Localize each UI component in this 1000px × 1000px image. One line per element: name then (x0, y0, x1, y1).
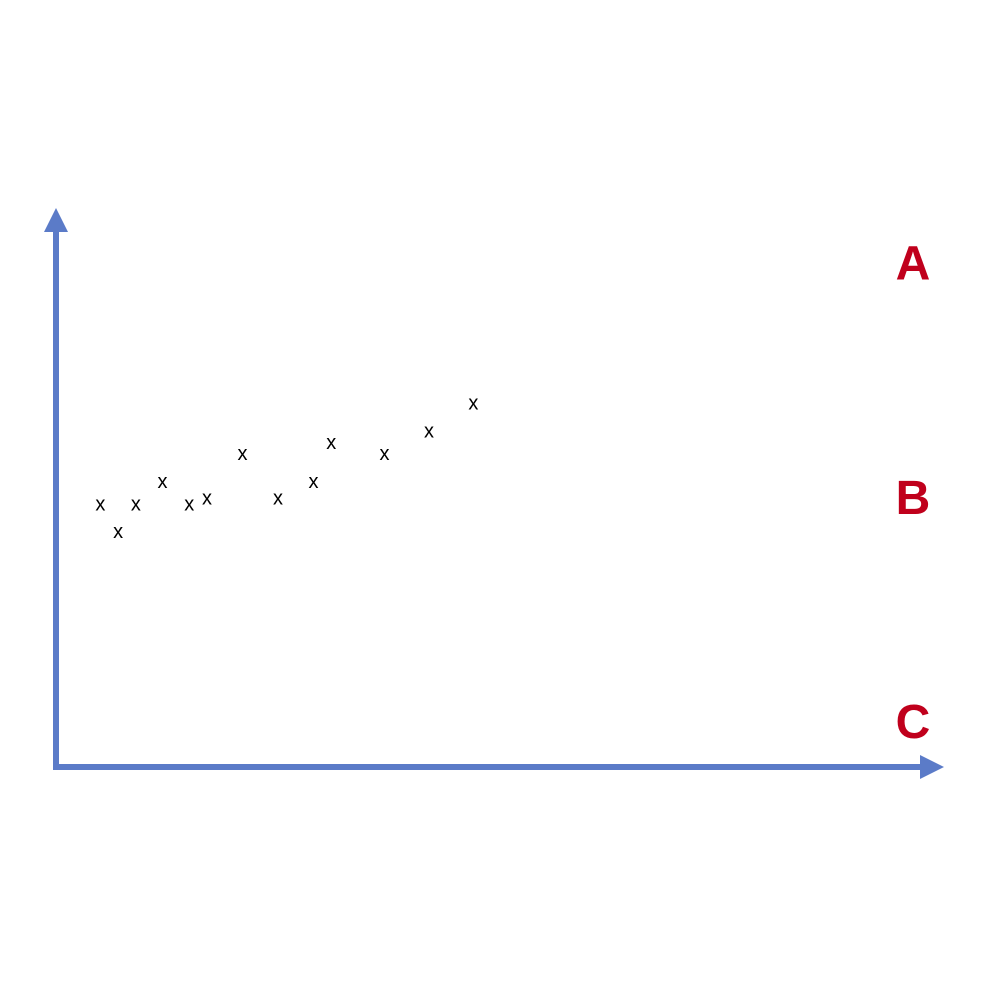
y-axis-arrowhead (44, 208, 68, 232)
region-label-b: B (896, 472, 931, 525)
data-point-8: x (273, 488, 283, 510)
data-point-1: x (95, 493, 105, 515)
x-axis-arrowhead (920, 755, 944, 779)
region-labels: A B C (896, 237, 931, 748)
data-point-2: x (113, 521, 123, 543)
region-label-c: C (896, 696, 931, 749)
data-point-7: x (237, 443, 247, 465)
data-point-13: x (468, 393, 478, 415)
region-label-a: A (896, 237, 931, 290)
axes (44, 208, 944, 779)
data-point-4: x (158, 471, 168, 493)
data-point-3: x (131, 493, 141, 515)
data-point-12: x (424, 421, 434, 443)
data-point-9: x (309, 471, 319, 493)
data-point-10: x (326, 432, 336, 454)
data-point-5: x (184, 493, 194, 515)
data-point-6: x (202, 488, 212, 510)
data-point-11: x (380, 443, 390, 465)
